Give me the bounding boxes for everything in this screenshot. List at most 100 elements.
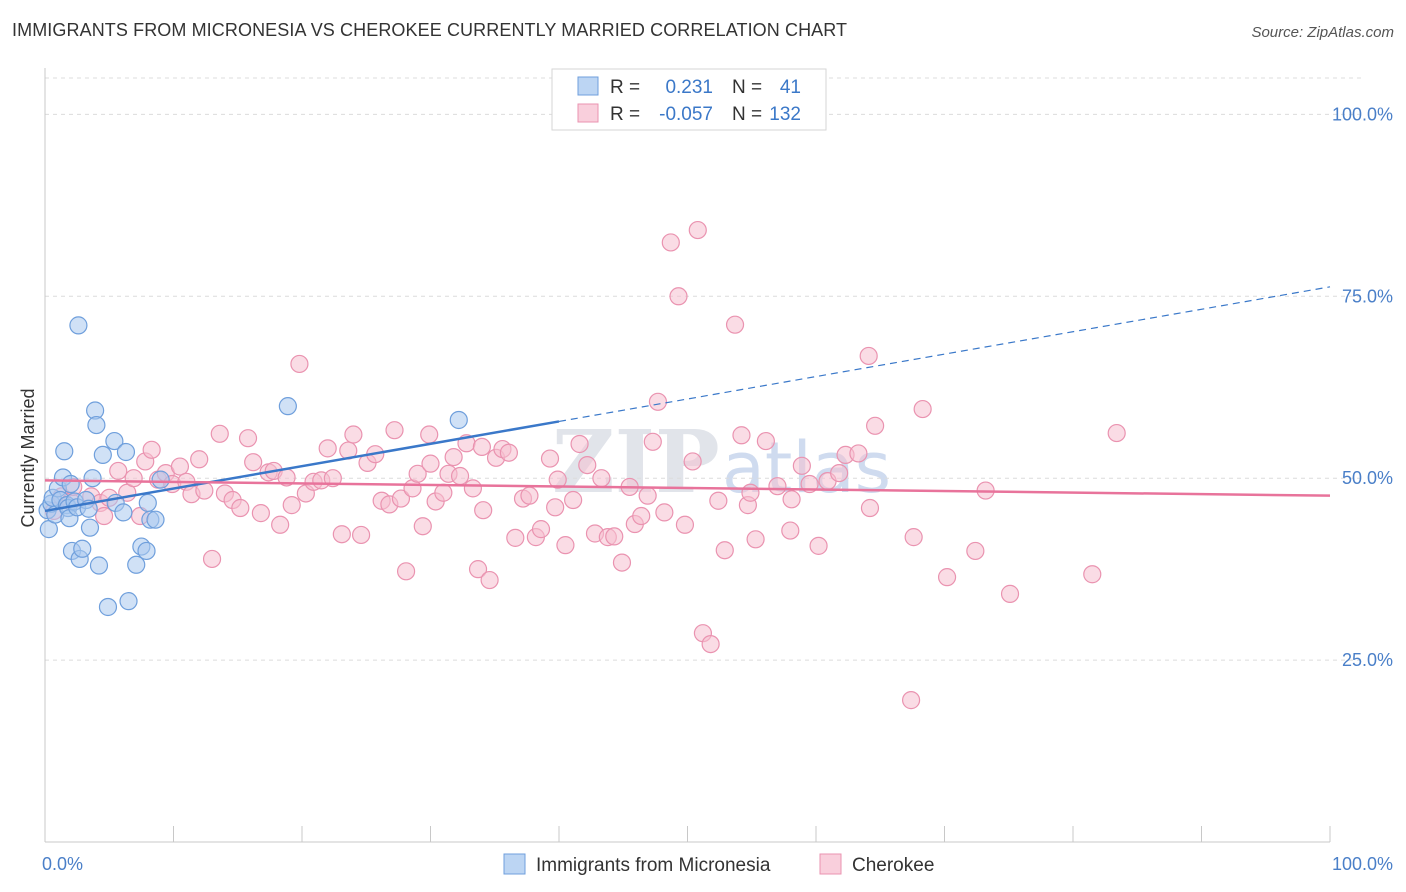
cherokee-point	[688, 220, 707, 240]
cherokee-point	[318, 439, 337, 458]
cherokee-point	[244, 453, 263, 472]
cherokee-point	[444, 447, 463, 467]
micronesia-point	[93, 445, 112, 465]
cherokee-point	[605, 527, 624, 546]
cherokee-point	[396, 562, 416, 581]
cherokee-point	[548, 470, 567, 489]
cherokee-point	[540, 449, 560, 468]
y-tick-label: 75.0%	[1342, 286, 1393, 306]
cherokee-point	[408, 464, 427, 483]
micronesia-point	[116, 442, 136, 462]
legend-r-label-micronesia: R =	[610, 77, 640, 98]
cherokee-point	[781, 521, 800, 540]
cherokee-point	[756, 431, 775, 451]
cherokee-point	[683, 452, 702, 471]
micronesia-point	[55, 442, 74, 461]
cherokee-point	[238, 429, 258, 448]
x-tick-label-max: 100.0%	[1332, 854, 1393, 874]
cherokee-point	[472, 437, 491, 457]
trend-lines	[44, 286, 1331, 513]
cherokee-point	[499, 443, 518, 462]
cherokee-point	[170, 457, 190, 476]
micronesia-point	[151, 470, 170, 489]
micronesia-point	[98, 597, 118, 617]
micronesia-point	[89, 556, 109, 575]
legend-r-label-cherokee: R =	[610, 104, 640, 125]
legend-n-label-cherokee: N =	[732, 104, 762, 125]
cherokee-point	[661, 233, 680, 252]
cherokee-point	[715, 541, 734, 560]
bottom-legend: Immigrants from Micronesia Cherokee	[503, 853, 934, 876]
micronesia-point	[105, 431, 124, 451]
x-tick-labels: 0.0% 100.0%	[42, 854, 1393, 874]
cherokee-point	[202, 549, 222, 569]
cherokee-point	[632, 506, 651, 526]
cherokee-point	[420, 425, 439, 444]
micronesia-point	[127, 555, 146, 574]
cherokee-point	[1083, 565, 1102, 584]
cherokee-point	[468, 560, 488, 579]
cherokee-point	[463, 479, 483, 498]
cherokee-point	[913, 399, 932, 419]
micronesia-point	[87, 415, 106, 435]
micronesia-trend-line	[44, 420, 560, 513]
legend-r-value-cherokee: -0.057	[659, 104, 713, 125]
cherokee-point	[904, 528, 923, 547]
bottom-legend-swatch-cherokee	[819, 853, 842, 875]
legend: R = 0.231 N = 41 R = -0.057 N = 132	[551, 68, 827, 131]
cherokee-point	[323, 469, 342, 488]
cherokee-point	[809, 536, 828, 555]
cherokee-point	[391, 489, 411, 508]
cherokee-point	[732, 426, 751, 445]
cherokee-point	[231, 498, 250, 518]
micronesia-points	[38, 316, 468, 617]
cherokee-point	[849, 444, 868, 463]
cherokee-point	[251, 504, 270, 523]
micronesia-trend-extension	[558, 286, 1331, 423]
micronesia-point	[119, 592, 138, 611]
x-tick-label-min: 0.0%	[42, 854, 83, 874]
y-tick-label: 50.0%	[1342, 468, 1393, 488]
cherokee-point	[830, 463, 849, 483]
cherokee-point	[450, 466, 470, 486]
cherokee-point	[474, 501, 493, 520]
cherokee-point	[332, 525, 351, 544]
cherokee-point	[866, 416, 885, 435]
axes	[44, 68, 1331, 843]
cherokee-point	[725, 315, 745, 334]
cherokee-point	[344, 425, 363, 444]
cherokee-point	[669, 287, 688, 306]
cherokee-point	[675, 515, 695, 534]
bottom-legend-swatch-micronesia	[503, 853, 526, 875]
cherokee-point	[95, 506, 114, 526]
cherokee-point	[190, 450, 209, 469]
micronesia-point	[449, 410, 468, 430]
bottom-legend-label-micronesia: Immigrants from Micronesia	[536, 855, 771, 876]
cherokee-point	[643, 432, 662, 451]
cherokee-point	[124, 469, 143, 488]
y-axis-label: Currently Married	[18, 388, 38, 527]
cherokee-point	[638, 486, 657, 505]
cherokee-point	[709, 491, 728, 510]
legend-n-label-micronesia: N =	[732, 77, 762, 98]
micronesia-point	[83, 469, 102, 488]
micronesia-point	[278, 397, 297, 416]
chart-title: IMMIGRANTS FROM MICRONESIA VS CHEROKEE C…	[12, 20, 848, 40]
micronesia-point	[80, 518, 100, 537]
legend-n-value-cherokee: 132	[769, 104, 801, 125]
cherokee-point	[570, 434, 589, 454]
micronesia-point	[146, 510, 165, 529]
cherokee-point	[1000, 584, 1020, 603]
micronesia-point	[137, 541, 156, 561]
cherokee-point	[746, 530, 765, 549]
cherokee-point	[413, 517, 432, 536]
cherokee-point	[546, 498, 565, 517]
cherokee-point	[782, 490, 801, 509]
cherokee-point	[142, 440, 161, 459]
cherokee-points	[44, 220, 1126, 710]
cherokee-trend-line	[44, 479, 1331, 497]
cherokee-point	[109, 461, 128, 481]
micronesia-point	[69, 316, 88, 335]
cherokee-point	[648, 392, 668, 411]
